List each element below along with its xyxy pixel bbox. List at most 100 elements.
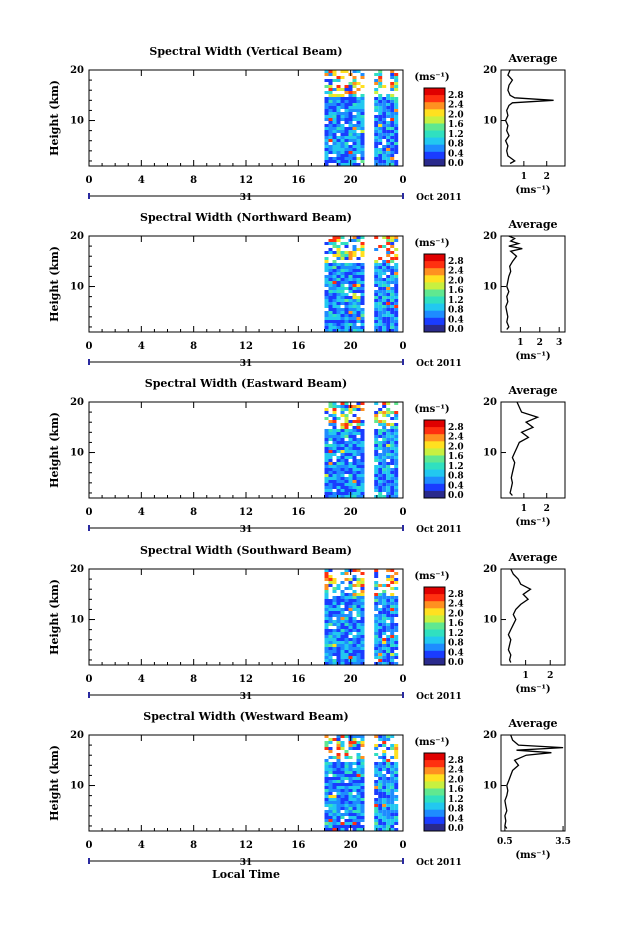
heatmap-cell [352,774,357,777]
heatmap-cell [360,635,365,638]
heatmap-cell [352,326,357,329]
heatmap-cell [340,251,345,254]
date-label: Oct 2011 [416,193,462,203]
heatmap-cell [356,614,361,617]
heatmap-cell [344,825,349,828]
heatmap-cell [344,109,349,112]
heatmap-cell [374,450,379,453]
heatmap-cell [332,620,337,623]
heatmap-cell [348,768,353,771]
heatmap-cell [328,801,333,804]
heatmap-cell [360,584,365,587]
heatmap-cell [340,320,345,323]
heatmap-cell [352,447,357,450]
colorbar-tick-label: 1.2 [448,296,464,306]
heatmap-cell [324,762,329,765]
heatmap-cell [386,148,391,151]
heatmap-cell [344,662,349,665]
heatmap-cell [386,305,391,308]
heatmap-cell [374,314,379,317]
heatmap-cell [374,402,379,405]
colorbar-tick-label: 2.0 [448,609,464,619]
heatmap-cell [394,414,399,417]
heatmap-cell [390,242,395,245]
heatmap-cell [378,314,383,317]
heatmap-cell [324,323,329,326]
heatmap-cell [348,804,353,807]
heatmap-cell [382,85,387,88]
colorbar-tick-label: 0.4 [448,648,464,658]
heatmap-cell [336,804,341,807]
heatmap-cell [332,638,337,641]
heatmap-cell [360,825,365,828]
heatmap-cell [332,275,337,278]
heatmap-cell [332,486,337,489]
heatmap-cell [344,801,349,804]
heatmap-cell [378,115,383,118]
heatmap-cell [352,308,357,311]
heatmap-cell [356,650,361,653]
heatmap-cell [394,311,399,314]
heatmap-cell [394,768,399,771]
heatmap-cell [348,124,353,127]
heatmap-cell [356,792,361,795]
average-x-tick-label: 1 [521,172,527,182]
heatmap-cell [374,103,379,106]
heatmap-cell [374,79,379,82]
heatmap-cell [352,266,357,269]
heatmap-cell [324,293,329,296]
heatmap-cell [378,245,383,248]
heatmap-cell [336,112,341,115]
heatmap-cell [328,278,333,281]
heatmap-cell [344,100,349,103]
heatmap-cell [360,284,365,287]
heatmap-cell [352,284,357,287]
heatmap-cell [374,605,379,608]
heatmap-cell [324,260,329,263]
heatmap-cell [386,154,391,157]
heatmap-cell [348,272,353,275]
heatmap-cell [386,659,391,662]
heatmap-cell [390,596,395,599]
heatmap-cell [340,97,345,100]
heatmap-cell [348,483,353,486]
heatmap-cell [374,474,379,477]
heatmap-cell [360,590,365,593]
heatmap-cell [390,459,395,462]
colorbar-frame [423,87,446,167]
heatmap-cell [360,468,365,471]
average-x-label: (ms⁻¹) [515,684,550,695]
heatmap-cell [382,459,387,462]
heatmap-cell [390,789,395,792]
heatmap-cell [394,587,399,590]
heatmap-cell [328,444,333,447]
heatmap-cell [324,411,329,414]
heatmap-cell [360,278,365,281]
heatmap-cell [378,323,383,326]
heatmap-cell [360,620,365,623]
heatmap-cell [332,659,337,662]
heatmap-cell [382,450,387,453]
heatmap-cell [348,109,353,112]
heatmap-cell [378,320,383,323]
heatmap-cell [386,486,391,489]
heatmap-cell [352,139,357,142]
heatmap-cell [378,738,383,741]
heatmap-cell [390,308,395,311]
heatmap-cell [390,323,395,326]
heatmap-cell [386,414,391,417]
heatmap-cell [340,792,345,795]
heatmap-cell [382,789,387,792]
heatmap-cell [336,148,341,151]
heatmap-cell [344,420,349,423]
heatmap-cell [336,474,341,477]
heatmap-cell [360,320,365,323]
heatmap-cell [374,317,379,320]
heatmap-cell [336,142,341,145]
heatmap-cell [332,581,337,584]
colorbar-segment [424,427,445,435]
heatmap-cell [348,136,353,139]
heatmap-cell [348,593,353,596]
x-tick-label: 8 [190,674,197,685]
